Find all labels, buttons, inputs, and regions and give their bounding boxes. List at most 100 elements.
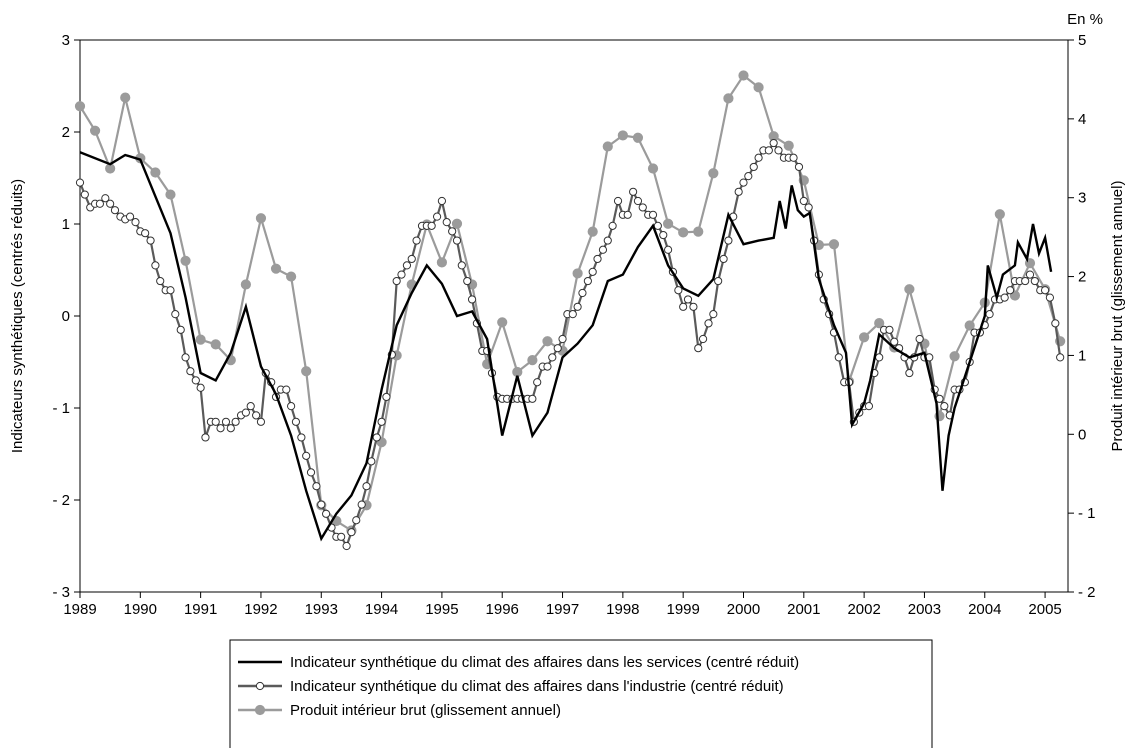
data-point bbox=[964, 320, 975, 331]
data-point bbox=[427, 221, 436, 230]
x-tick-label: 1990 bbox=[124, 601, 157, 618]
data-point bbox=[392, 276, 401, 286]
data-point bbox=[146, 236, 155, 245]
data-point bbox=[156, 276, 165, 286]
data-point bbox=[689, 302, 698, 311]
data-point bbox=[774, 146, 783, 155]
data-point bbox=[216, 424, 225, 433]
data-point bbox=[1045, 293, 1055, 302]
x-tick-label: 1989 bbox=[63, 601, 96, 618]
y-tick-label: - 2 bbox=[52, 492, 70, 509]
data-point bbox=[437, 196, 447, 206]
data-point bbox=[608, 221, 617, 230]
data-point bbox=[553, 344, 562, 353]
x-tick-label: 2002 bbox=[847, 601, 880, 618]
data-point bbox=[753, 82, 764, 93]
y2-tick-label: - 2 bbox=[1078, 584, 1096, 601]
data-point bbox=[342, 541, 351, 551]
data-point bbox=[286, 271, 297, 282]
series-line bbox=[79, 151, 1053, 542]
y2-tick-label: 1 bbox=[1078, 347, 1086, 364]
data-point bbox=[367, 457, 376, 466]
data-point bbox=[799, 196, 808, 206]
data-point bbox=[101, 194, 110, 203]
y-tick-label: - 1 bbox=[52, 400, 70, 417]
data-point bbox=[252, 411, 261, 420]
data-point bbox=[674, 286, 683, 295]
data-point bbox=[629, 187, 638, 196]
y2-tick-label: 0 bbox=[1078, 426, 1086, 443]
data-point bbox=[201, 433, 210, 442]
data-point bbox=[312, 482, 321, 491]
data-point bbox=[382, 392, 391, 402]
data-point bbox=[221, 417, 231, 426]
data-point bbox=[875, 353, 884, 362]
data-point bbox=[528, 394, 537, 403]
y2-tick-label: 2 bbox=[1078, 269, 1086, 286]
data-point bbox=[317, 500, 326, 509]
data-point bbox=[632, 132, 644, 143]
data-point bbox=[647, 163, 659, 174]
legend-label: Produit intérieur brut (glissement annue… bbox=[290, 702, 561, 719]
data-point bbox=[150, 167, 161, 178]
data-point bbox=[709, 310, 718, 319]
data-point bbox=[231, 417, 240, 426]
data-point bbox=[1025, 270, 1035, 279]
data-point bbox=[794, 162, 804, 172]
data-point bbox=[210, 339, 221, 350]
data-point bbox=[397, 270, 406, 279]
data-point bbox=[110, 206, 120, 215]
data-point bbox=[623, 210, 632, 219]
data-point bbox=[653, 221, 662, 230]
data-point bbox=[337, 532, 346, 541]
data-point bbox=[885, 325, 894, 334]
data-point bbox=[783, 140, 794, 151]
data-point bbox=[448, 227, 457, 236]
data-point bbox=[694, 344, 703, 353]
data-point bbox=[240, 279, 251, 290]
data-point bbox=[533, 378, 542, 387]
x-tick-label: 1992 bbox=[244, 601, 277, 618]
data-point bbox=[940, 402, 949, 411]
data-point bbox=[176, 325, 185, 334]
data-point bbox=[638, 203, 647, 212]
data-point bbox=[256, 417, 266, 426]
data-point bbox=[527, 355, 538, 366]
data-point bbox=[171, 310, 180, 319]
data-point bbox=[270, 263, 282, 274]
x-tick-label: 1995 bbox=[425, 601, 458, 618]
data-point bbox=[211, 417, 220, 426]
data-point bbox=[1051, 319, 1060, 328]
x-tick-label: 1997 bbox=[546, 601, 579, 618]
x-tick-label: 1996 bbox=[486, 601, 519, 618]
data-point bbox=[467, 295, 477, 304]
series-line bbox=[79, 73, 1062, 533]
x-tick-label: 2001 bbox=[787, 601, 820, 618]
data-point bbox=[613, 196, 623, 206]
data-point bbox=[1056, 353, 1065, 362]
data-point bbox=[372, 433, 381, 442]
data-point bbox=[828, 239, 840, 250]
data-point bbox=[181, 353, 190, 362]
data-point bbox=[598, 245, 608, 254]
data-point bbox=[75, 178, 85, 187]
data-point bbox=[432, 212, 442, 221]
data-point bbox=[704, 319, 713, 328]
data-point bbox=[602, 141, 613, 152]
data-point bbox=[754, 153, 763, 162]
data-point bbox=[890, 337, 899, 346]
data-point bbox=[195, 334, 206, 345]
data-point bbox=[749, 162, 758, 172]
data-point bbox=[633, 196, 643, 206]
y-tick-label: 2 bbox=[62, 124, 70, 141]
data-point bbox=[74, 101, 86, 112]
data-point bbox=[548, 353, 557, 362]
data-point bbox=[572, 268, 583, 279]
data-point bbox=[558, 334, 567, 344]
data-point bbox=[306, 468, 316, 477]
data-point bbox=[357, 500, 366, 509]
data-point bbox=[568, 310, 577, 319]
data-point bbox=[241, 408, 250, 417]
x-tick-label: 2004 bbox=[968, 601, 1001, 618]
data-point bbox=[255, 213, 267, 224]
